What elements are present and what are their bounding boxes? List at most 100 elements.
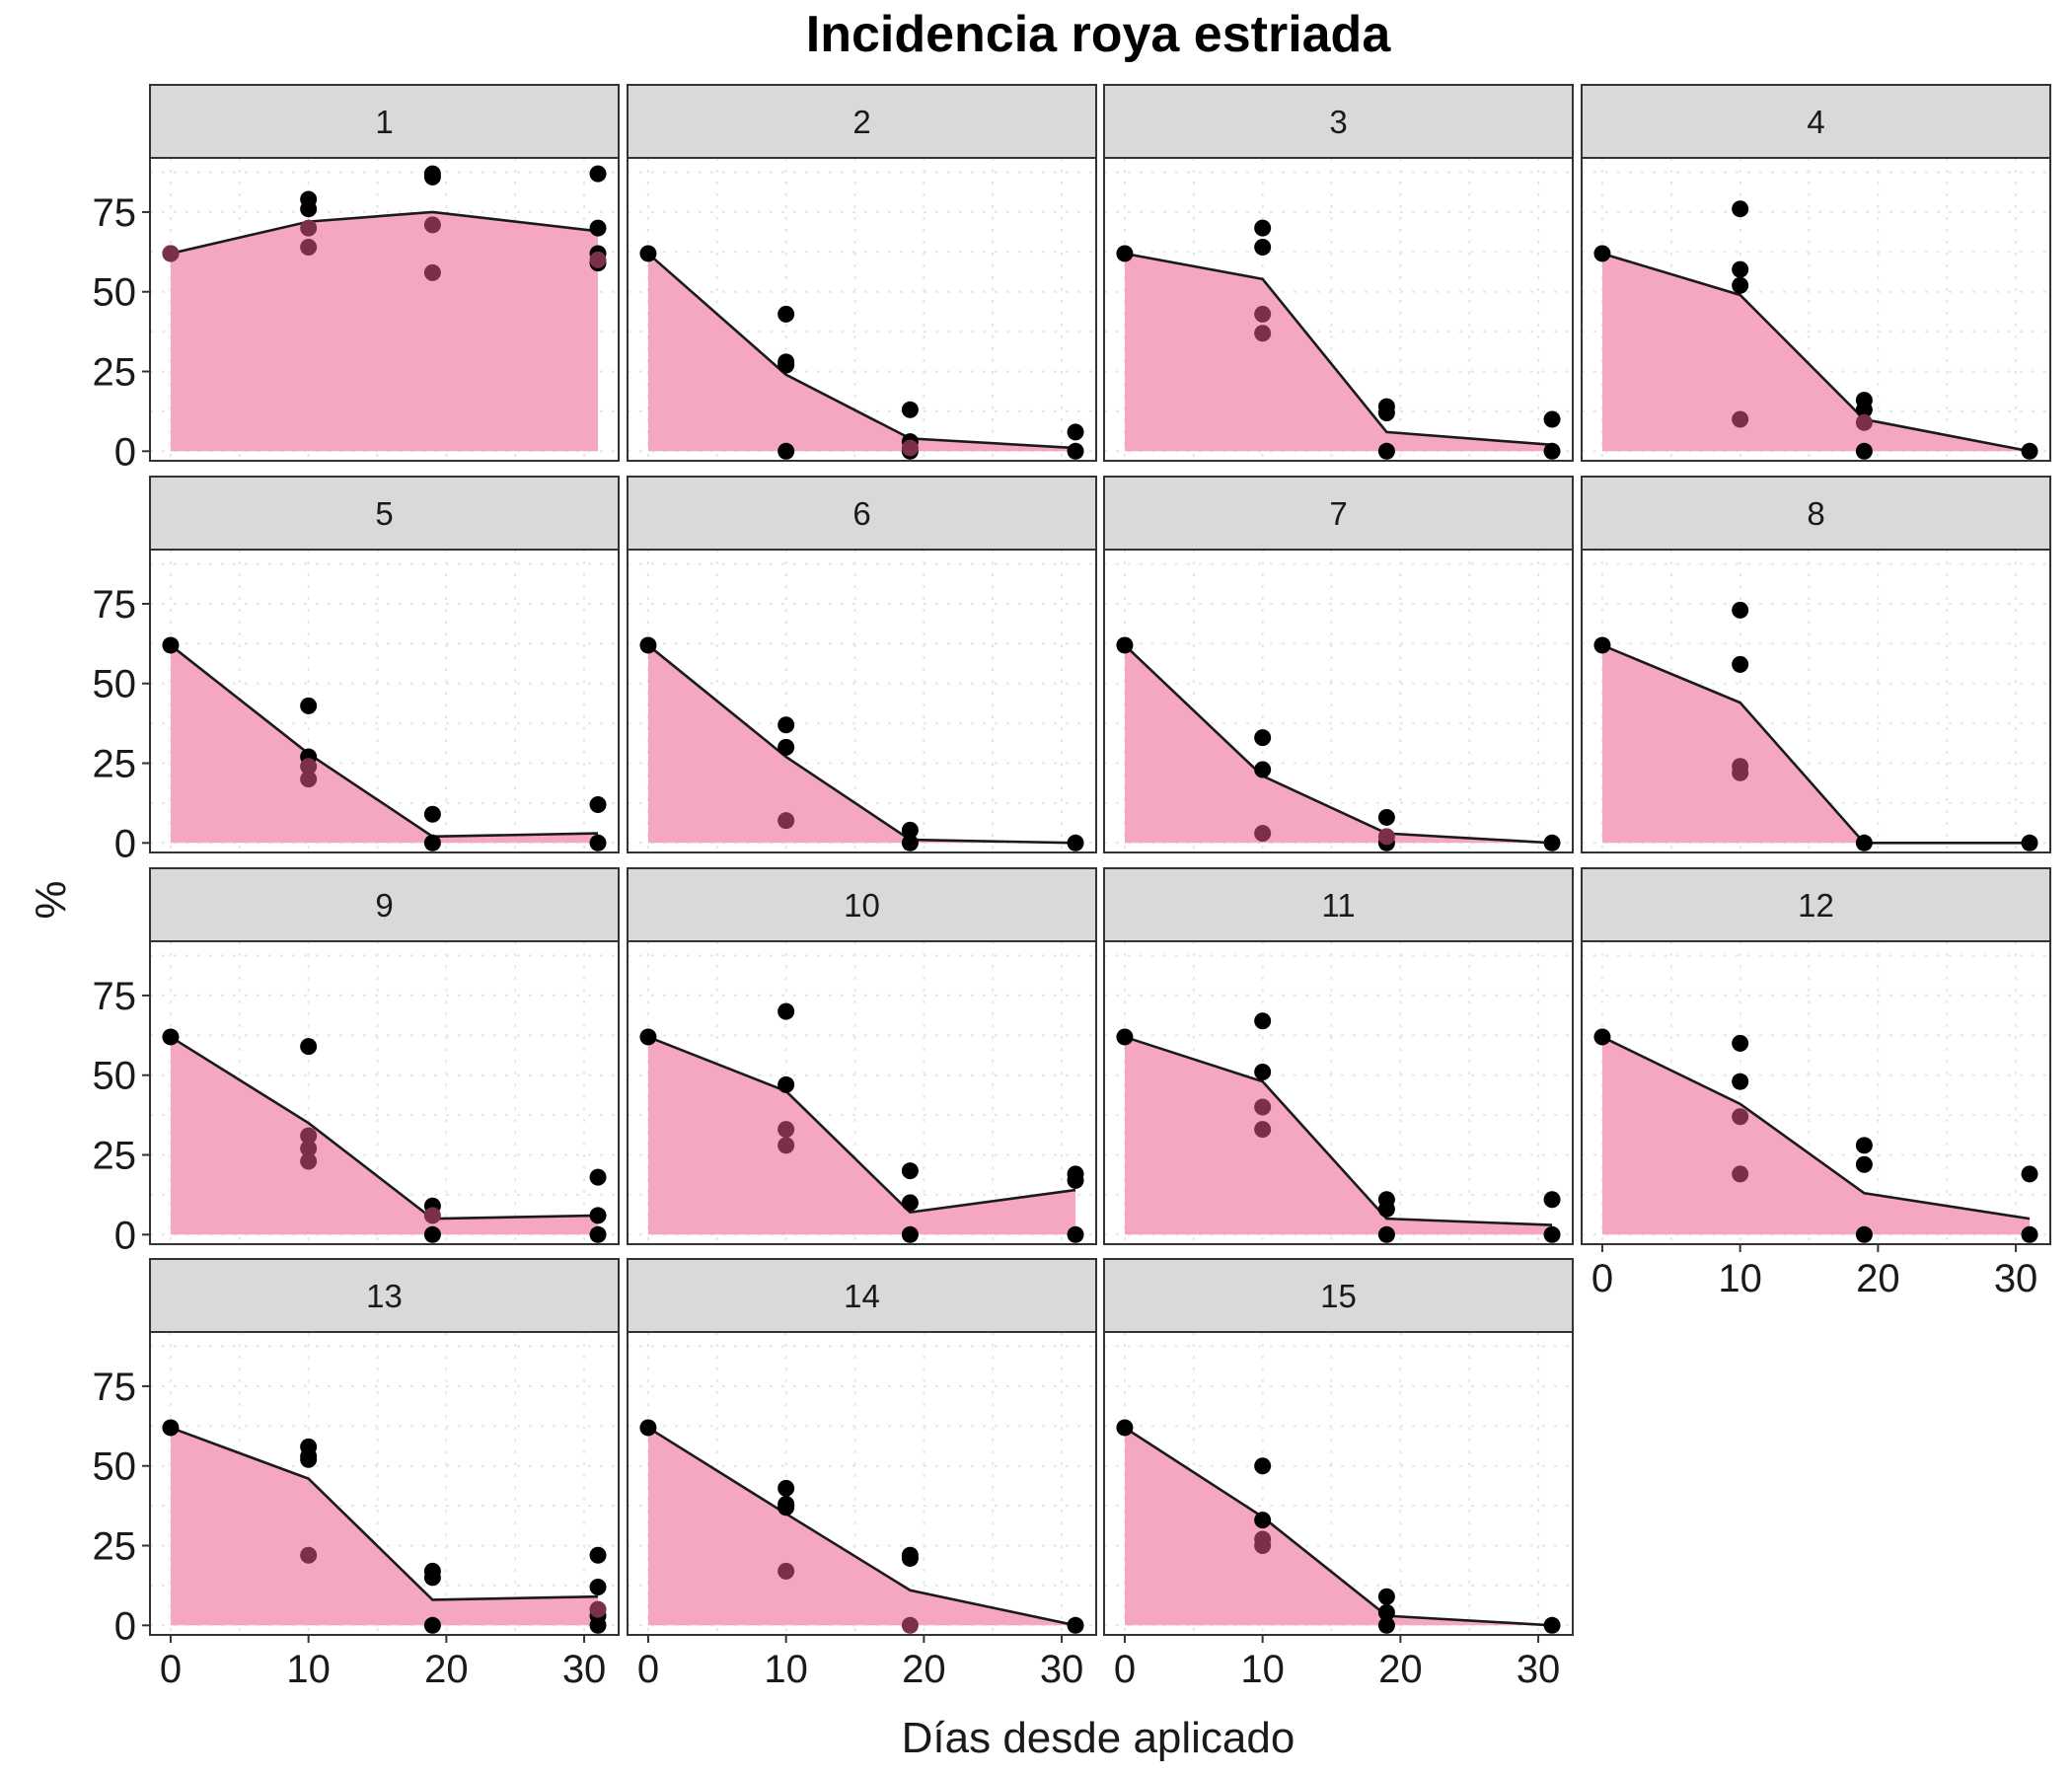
data-point bbox=[777, 1499, 795, 1517]
area-fill bbox=[647, 1427, 1076, 1626]
data-point bbox=[901, 1225, 919, 1243]
data-point bbox=[1067, 442, 1084, 460]
panel-border bbox=[1581, 157, 2051, 462]
facet-strip bbox=[1103, 476, 1574, 551]
data-point bbox=[423, 1225, 441, 1243]
trend-line bbox=[170, 1035, 599, 1221]
facet-panel-15: 15 0 10 20 30 bbox=[1103, 1258, 1574, 1691]
area-fill bbox=[170, 1036, 599, 1235]
trend-line bbox=[1601, 252, 2031, 453]
facet-panel-14: 14 0 10 20 30 bbox=[627, 1258, 1097, 1691]
data-point-alt bbox=[589, 251, 607, 268]
data-point bbox=[162, 1419, 180, 1437]
data-point bbox=[423, 1569, 441, 1587]
data-point bbox=[1855, 442, 1873, 460]
y-tick-label: 0 bbox=[114, 430, 136, 474]
data-point-alt bbox=[589, 1600, 607, 1618]
trend-line bbox=[647, 1035, 1076, 1215]
data-point bbox=[423, 834, 441, 851]
data-point bbox=[1254, 1512, 1272, 1529]
area-fill bbox=[1601, 644, 2031, 844]
data-point bbox=[1067, 1616, 1084, 1634]
y-tick-label: 0 bbox=[114, 822, 136, 865]
data-point bbox=[589, 1616, 607, 1634]
trend-line bbox=[1124, 1426, 1553, 1627]
data-point bbox=[1543, 1191, 1561, 1209]
y-tick-label: 50 bbox=[93, 1055, 137, 1098]
data-point bbox=[589, 219, 607, 237]
y-tick-label: 25 bbox=[93, 1525, 137, 1569]
data-point-alt bbox=[300, 219, 318, 237]
data-point bbox=[1254, 761, 1272, 778]
data-point-alt bbox=[901, 1616, 919, 1634]
facet-strip-label: 2 bbox=[852, 104, 870, 140]
data-point-alt bbox=[1732, 1165, 1749, 1183]
area-fill bbox=[1601, 1036, 2031, 1235]
data-point bbox=[589, 796, 607, 814]
data-point bbox=[1377, 808, 1395, 826]
data-point bbox=[1116, 1028, 1134, 1046]
panel-border bbox=[149, 157, 620, 462]
data-point bbox=[1254, 1457, 1272, 1475]
trend-line bbox=[1124, 1035, 1553, 1226]
data-point bbox=[162, 1028, 180, 1046]
data-point bbox=[423, 1616, 441, 1634]
data-point bbox=[1543, 442, 1561, 460]
data-point bbox=[639, 636, 657, 654]
data-point bbox=[1254, 729, 1272, 747]
data-point bbox=[777, 716, 795, 734]
x-tick-label: 10 bbox=[764, 1648, 808, 1691]
facet-strip bbox=[149, 867, 620, 942]
data-point bbox=[1377, 1616, 1395, 1634]
area-fill bbox=[1124, 1427, 1553, 1626]
y-tick-label: 50 bbox=[93, 271, 137, 315]
panel-border bbox=[627, 1331, 1097, 1636]
data-point bbox=[589, 1207, 607, 1224]
data-point bbox=[1732, 200, 1749, 218]
data-point-alt bbox=[423, 1207, 441, 1224]
facet-panel-6: 6 bbox=[627, 476, 1097, 853]
area-fill bbox=[1124, 644, 1553, 844]
data-point-alt bbox=[1855, 413, 1873, 431]
trend-line bbox=[170, 643, 599, 839]
data-point bbox=[777, 738, 795, 756]
data-point bbox=[777, 1479, 795, 1497]
x-axis-title: Días desde aplicado bbox=[902, 1714, 1295, 1762]
data-point bbox=[1543, 1225, 1561, 1243]
facet-strip bbox=[1103, 867, 1574, 942]
y-axis-title: % bbox=[27, 880, 75, 919]
panel-border bbox=[627, 157, 1097, 462]
data-point-alt bbox=[777, 1121, 795, 1139]
data-point bbox=[901, 1549, 919, 1567]
facet-strip-label: 3 bbox=[1329, 104, 1347, 140]
data-point bbox=[1254, 219, 1272, 237]
data-point bbox=[1855, 1155, 1873, 1173]
data-point bbox=[1593, 245, 1611, 262]
data-point bbox=[1377, 1603, 1395, 1621]
data-point-alt bbox=[1254, 825, 1272, 843]
facet-strip bbox=[1103, 84, 1574, 159]
panel-border bbox=[1581, 549, 2051, 853]
data-point bbox=[1732, 1073, 1749, 1090]
facet-strip-label: 8 bbox=[1807, 495, 1824, 532]
data-point-alt bbox=[423, 216, 441, 234]
data-point bbox=[1543, 410, 1561, 428]
y-tick-label: 25 bbox=[93, 1135, 137, 1178]
facet-strip-label: 9 bbox=[375, 887, 393, 924]
data-point bbox=[2021, 1165, 2038, 1183]
panel-border bbox=[1103, 157, 1574, 462]
area-fill bbox=[647, 253, 1076, 452]
area-fill bbox=[170, 211, 599, 452]
data-point bbox=[589, 1168, 607, 1186]
x-tick-label: 0 bbox=[1591, 1257, 1613, 1300]
y-tick-label: 75 bbox=[93, 583, 137, 627]
data-point bbox=[639, 245, 657, 262]
area-fill bbox=[1124, 253, 1553, 452]
data-point-alt bbox=[162, 245, 180, 262]
facet-strip-label: 15 bbox=[1320, 1278, 1357, 1314]
data-point bbox=[1067, 834, 1084, 851]
facet-panel-9: 9 0 25 50 75 bbox=[93, 867, 620, 1257]
x-tick-label: 30 bbox=[1040, 1648, 1084, 1691]
